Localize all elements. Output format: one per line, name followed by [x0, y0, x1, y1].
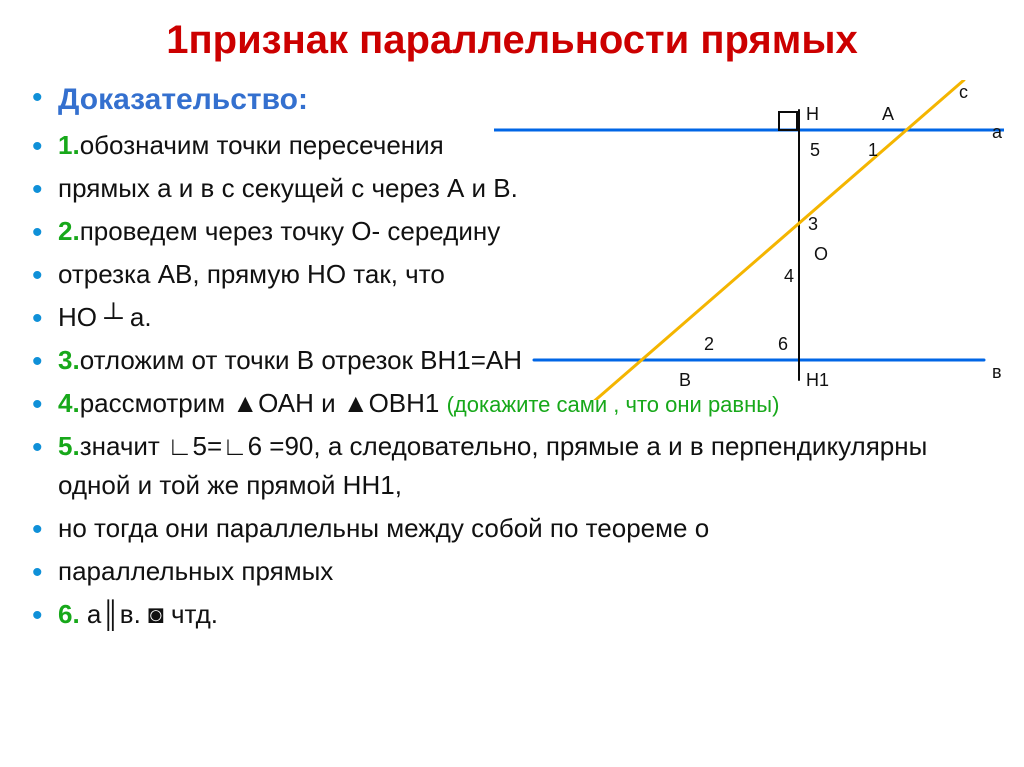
svg-text:а: а — [992, 122, 1003, 142]
step-text-4: рассмотрим ▲ОАН и ▲ОВН1 — [80, 388, 447, 418]
proof-step-5: 5.значит ∟5=∟6 =90, а следовательно, пря… — [58, 427, 994, 505]
svg-text:6: 6 — [778, 334, 788, 354]
svg-text:с: с — [959, 82, 968, 102]
step-num-6: 6. — [58, 599, 80, 629]
step-num-4: 4. — [58, 388, 80, 418]
svg-text:О: О — [814, 244, 828, 264]
step-text-2: проведем через точку О- середину — [80, 216, 501, 246]
step-num-1: 1. — [58, 130, 80, 160]
proof-step-6: 6. а║в. ◙ чтд. — [58, 595, 994, 634]
svg-text:Н: Н — [806, 104, 819, 124]
slide: 1признак параллельности прямых Доказател… — [0, 0, 1024, 767]
svg-text:4: 4 — [784, 266, 794, 286]
svg-text:2: 2 — [704, 334, 714, 354]
step-num-2: 2. — [58, 216, 80, 246]
step-num-5: 5. — [58, 431, 80, 461]
proof-label: Доказательство: — [58, 83, 308, 116]
geometry-diagram: с а в Н А В Н1 О 5 1 3 4 2 6 — [494, 80, 1004, 400]
proof-step-1: 1.обозначим точки пересечения — [58, 126, 528, 165]
proof-line-2: прямых а и в с секущей с через А и В. — [58, 169, 528, 208]
page-title: 1признак параллельности прямых — [30, 18, 994, 63]
proof-line-9: но тогда они параллельны между собой по … — [58, 509, 994, 548]
step-text-3: отложим от точки В отрезок ВН1=АН — [80, 345, 522, 375]
step-text-5: значит ∟5=∟6 =90, а следовательно, прямы… — [58, 431, 927, 500]
step-text-6: а║в. ◙ чтд. — [80, 599, 218, 629]
svg-text:Н1: Н1 — [806, 370, 829, 390]
proof-line-5: НО ┴ а. — [58, 298, 528, 337]
step-text-1: обозначим точки пересечения — [80, 130, 444, 160]
svg-text:5: 5 — [810, 140, 820, 160]
svg-text:В: В — [679, 370, 691, 390]
proof-step-2: 2.проведем через точку О- середину — [58, 212, 528, 251]
proof-line-4: отрезка АВ, прямую НО так, что — [58, 255, 528, 294]
svg-text:3: 3 — [808, 214, 818, 234]
svg-text:1: 1 — [868, 140, 878, 160]
svg-text:А: А — [882, 104, 894, 124]
proof-line-10: параллельных прямых — [58, 552, 994, 591]
step-num-3: 3. — [58, 345, 80, 375]
svg-text:в: в — [992, 362, 1002, 382]
